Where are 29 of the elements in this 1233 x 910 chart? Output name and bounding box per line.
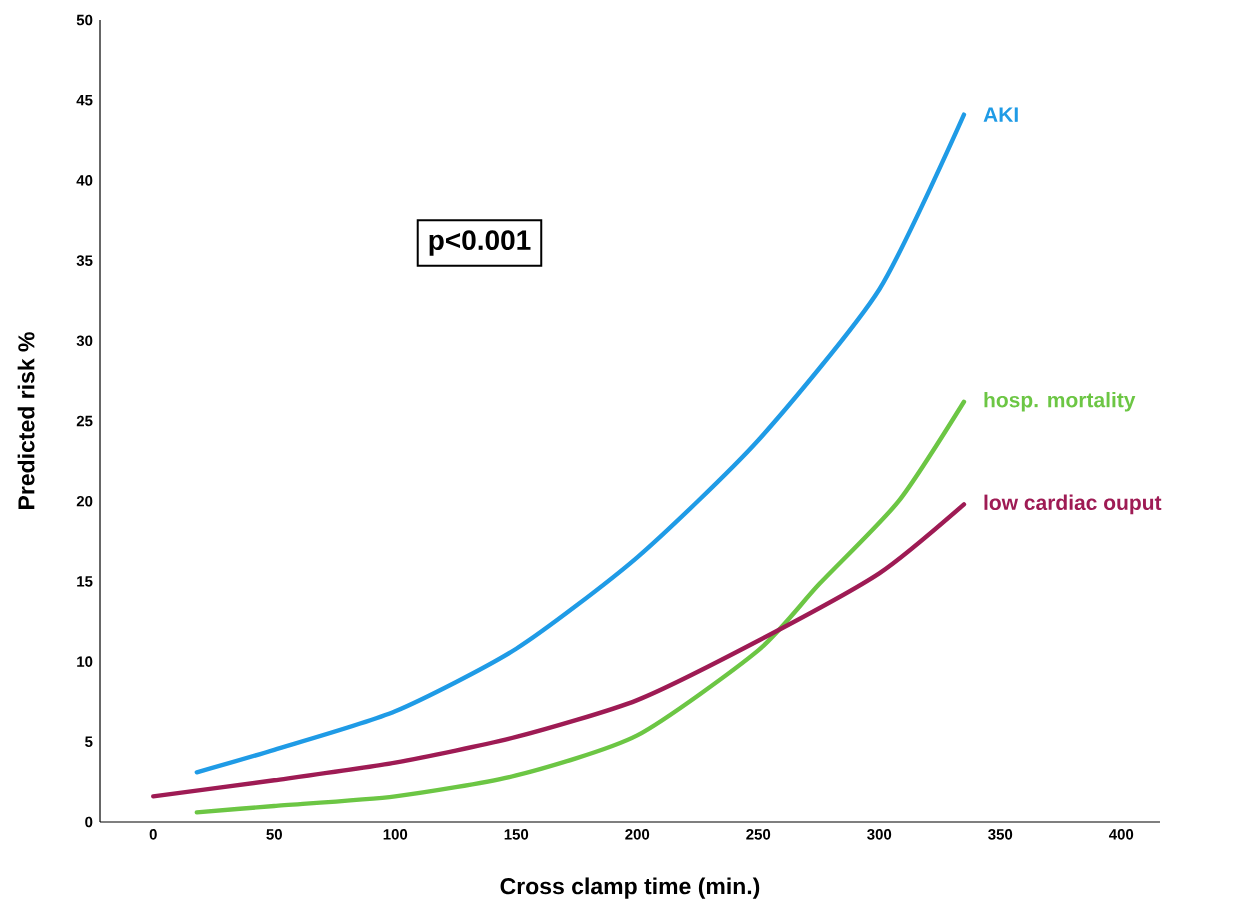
- series-label: AKI: [983, 107, 1018, 122]
- x-tick-label: 100: [383, 829, 408, 840]
- x-tick-label: 350: [988, 829, 1013, 840]
- y-axis-title: Predicted risk %: [17, 332, 35, 509]
- x-axis-title: Cross clamp time (min.): [500, 877, 760, 899]
- y-tick-label: 5: [85, 736, 93, 748]
- y-tick-label: 35: [76, 255, 93, 266]
- series-label: hosp. mortality: [984, 391, 1136, 412]
- line-series: [151, 502, 967, 799]
- y-tick-label: 30: [76, 335, 93, 347]
- y-tick-label: 45: [76, 94, 93, 106]
- line-series: [194, 399, 967, 815]
- line-series: [194, 112, 967, 775]
- annotation: p<0.001: [429, 230, 531, 256]
- series-label: low cardiac ouput: [984, 494, 1162, 515]
- y-tick-label: 50: [76, 14, 93, 26]
- x-tick-label: 150: [504, 829, 529, 840]
- x-tick-label: 300: [867, 829, 892, 840]
- y-tick-label: 15: [77, 576, 93, 587]
- y-tick-label: 10: [77, 656, 93, 667]
- x-tick-label: 50: [266, 829, 282, 840]
- y-tick-label: 20: [76, 495, 93, 507]
- y-tick-label: 25: [76, 415, 93, 427]
- x-tick-label: 250: [746, 829, 771, 840]
- x-tick-label: 200: [625, 829, 650, 840]
- y-tick-label: 40: [76, 175, 93, 186]
- x-tick-label: 400: [1108, 829, 1134, 840]
- x-tick-label: 0: [149, 829, 157, 840]
- y-tick-label: 0: [85, 816, 93, 828]
